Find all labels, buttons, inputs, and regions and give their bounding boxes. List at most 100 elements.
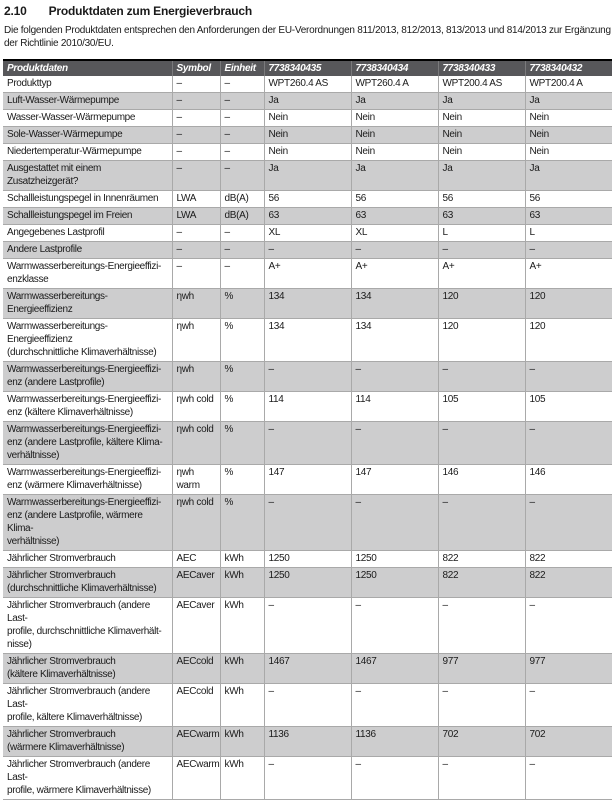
value-cell: –: [438, 421, 526, 465]
value-cell: 105: [438, 391, 526, 422]
value-cell: Nein: [351, 143, 439, 161]
value-cell: 63: [351, 207, 439, 225]
symbol-cell: AECwarm: [172, 756, 221, 800]
symbol-cell: AECcold: [172, 683, 221, 727]
symbol-cell: –: [172, 224, 221, 242]
value-cell: –: [351, 361, 439, 392]
value-cell: 63: [264, 207, 352, 225]
value-cell: Ja: [525, 160, 612, 191]
symbol-cell: –: [172, 258, 221, 289]
row-label-cell: Wasser-Wasser-Wärmepumpe: [3, 109, 173, 127]
row-label-cell: Warmwasserbereitungs-Energieeffizi- enz …: [3, 494, 173, 551]
intro-paragraph: Die folgenden Produktdaten entsprechen d…: [4, 25, 611, 49]
symbol-cell: –: [172, 76, 221, 93]
value-cell: 105: [525, 391, 612, 422]
value-cell: 120: [438, 288, 526, 319]
value-cell: 56: [438, 190, 526, 208]
row-label-cell: Warmwasserbereitungs-Energieeffizi- enz …: [3, 391, 173, 422]
value-cell: 1250: [351, 567, 439, 598]
value-cell: –: [525, 683, 612, 727]
unit-cell: %: [220, 464, 265, 495]
value-cell: –: [264, 756, 352, 800]
table-row: Andere Lastprofile – – – – – –: [3, 241, 612, 259]
symbol-cell: ηwh: [172, 288, 221, 319]
value-cell: Ja: [525, 92, 612, 110]
unit-cell: –: [220, 76, 265, 93]
row-label-cell: Warmwasserbereitungs-Energieeffizi- enz …: [3, 361, 173, 392]
value-cell: 822: [438, 550, 526, 568]
value-cell: 1136: [264, 726, 352, 757]
unit-cell: –: [220, 160, 265, 191]
value-cell: 134: [351, 288, 439, 319]
value-cell: Ja: [264, 160, 352, 191]
value-cell: –: [264, 683, 352, 727]
value-cell: –: [525, 241, 612, 259]
value-cell: 822: [525, 567, 612, 598]
row-label-cell: Warmwasserbereitungs-Energieeffizi- enzk…: [3, 258, 173, 289]
value-cell: –: [264, 361, 352, 392]
symbol-cell: –: [172, 109, 221, 127]
unit-cell: kWh: [220, 567, 265, 598]
unit-cell: –: [220, 126, 265, 144]
value-cell: –: [351, 241, 439, 259]
row-label-cell: Jährlicher Stromverbrauch (andere Last- …: [3, 597, 173, 654]
row-label-cell: Produkttyp: [3, 76, 173, 93]
value-cell: 63: [525, 207, 612, 225]
product-data-table: Produktdaten Symbol Einheit 7738340435 77383…: [3, 59, 612, 800]
symbol-cell: AECwarm: [172, 726, 221, 757]
table-row: Wasser-Wasser-Wärmepumpe – – Nein Nein Nein Ne…: [3, 109, 612, 127]
value-cell: 147: [264, 464, 352, 495]
unit-cell: %: [220, 288, 265, 319]
value-cell: A+: [351, 258, 439, 289]
value-cell: WPT260.4 AS: [264, 76, 352, 93]
value-cell: –: [351, 597, 439, 654]
row-label-cell: Jährlicher Stromverbrauch (andere Last- …: [3, 683, 173, 727]
value-cell: 702: [438, 726, 526, 757]
value-cell: Ja: [351, 92, 439, 110]
row-label-cell: Jährlicher Stromverbrauch (kältere Klima…: [3, 653, 173, 684]
symbol-cell: –: [172, 143, 221, 161]
table-row: Jährlicher Stromverbrauch (andere Last- …: [3, 756, 612, 800]
column-header: Einheit: [220, 60, 265, 76]
value-cell: –: [351, 683, 439, 727]
section-title: Produktdaten zum Energieverbrauch: [48, 4, 253, 18]
value-cell: 147: [351, 464, 439, 495]
value-cell: Nein: [525, 109, 612, 127]
value-cell: –: [351, 494, 439, 551]
row-label-cell: Warmwasserbereitungs-Energieeffizienz (d…: [3, 318, 173, 362]
unit-cell: %: [220, 318, 265, 362]
section-number: 2.10: [4, 4, 27, 18]
value-cell: 120: [525, 288, 612, 319]
table-row: Jährlicher Stromverbrauch (kältere Klima…: [3, 653, 612, 684]
symbol-cell: ηwh cold: [172, 391, 221, 422]
value-cell: 1467: [264, 653, 352, 684]
value-cell: 134: [264, 288, 352, 319]
value-cell: L: [525, 224, 612, 242]
row-label-cell: Niedertemperatur-Wärmepumpe: [3, 143, 173, 161]
unit-cell: kWh: [220, 726, 265, 757]
value-cell: Ja: [264, 92, 352, 110]
symbol-cell: LWA: [172, 190, 221, 208]
column-header: 7738340435: [264, 60, 352, 76]
table-row: Warmwasserbereitungs-Energieeffizi- enz …: [3, 464, 612, 495]
unit-cell: –: [220, 224, 265, 242]
value-cell: 114: [264, 391, 352, 422]
unit-cell: %: [220, 391, 265, 422]
table-row: Warmwasserbereitungs-Energieeffizi- enz …: [3, 361, 612, 392]
value-cell: –: [525, 597, 612, 654]
table-row: Schallleistungspegel im Freien LWA dB(A) 63…: [3, 207, 612, 225]
table-row: Ausgestattet mit einem Zusatzheizgerät? –…: [3, 160, 612, 191]
value-cell: 134: [351, 318, 439, 362]
value-cell: –: [438, 683, 526, 727]
value-cell: 977: [438, 653, 526, 684]
value-cell: 1250: [264, 550, 352, 568]
symbol-cell: –: [172, 92, 221, 110]
row-label-cell: Warmwasserbereitungs-Energieeffizi- enz …: [3, 421, 173, 465]
value-cell: 1250: [264, 567, 352, 598]
table-row: Jährlicher Stromverbrauch AEC kWh 1250 1250 8…: [3, 550, 612, 568]
column-header: Produktdaten: [3, 60, 173, 76]
table-body: Produkttyp – – WPT260.4 AS WPT260.4 A WPT200.…: [3, 76, 612, 800]
table-row: Warmwasserbereitungs-Energieeffizienz ηwh…: [3, 288, 612, 319]
value-cell: Nein: [351, 109, 439, 127]
value-cell: 977: [525, 653, 612, 684]
